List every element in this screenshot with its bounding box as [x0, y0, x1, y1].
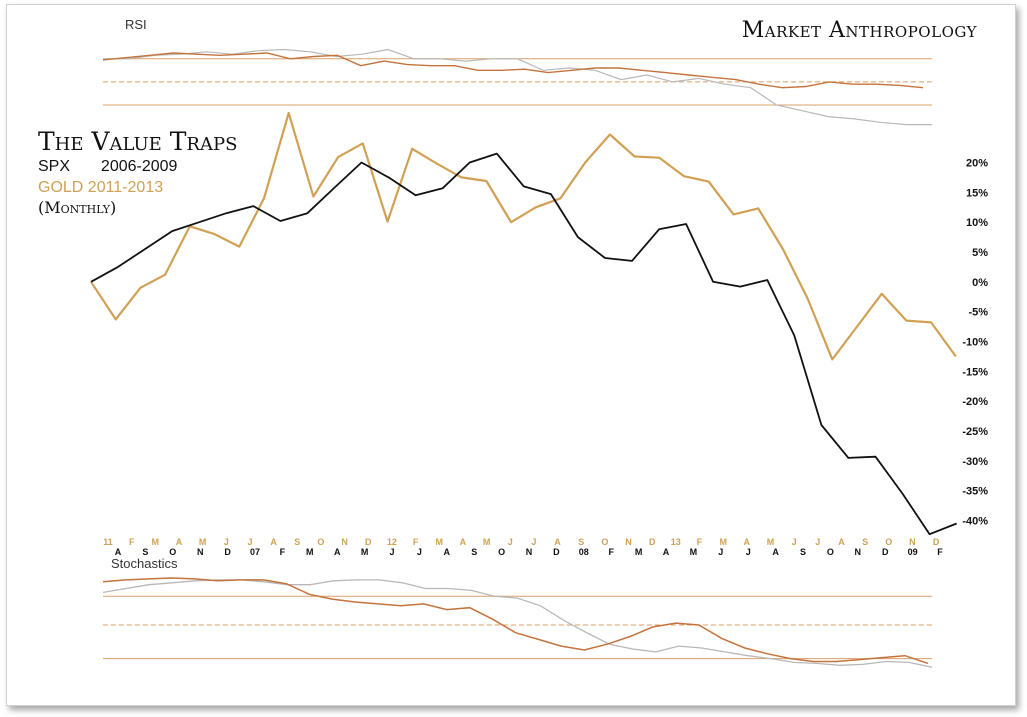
x-tick-label-spx: D	[553, 547, 560, 557]
x-tick-label-spx: N	[197, 547, 204, 557]
title-block: The Value Traps SPX 2006-2009 GOLD 2011-…	[38, 127, 237, 217]
spx-series-line	[90, 152, 957, 536]
x-tick-label-gold: A	[460, 537, 467, 547]
spx-label: SPX 2006-2009	[38, 156, 237, 177]
x-tick-label-gold: J	[531, 537, 536, 547]
y-tick-label: 20%	[966, 158, 988, 170]
x-tick-label-spx: M	[306, 547, 314, 557]
y-tick-label: 0%	[972, 277, 988, 289]
y-tick-label: 5%	[972, 247, 988, 259]
y-tick-label: -5%	[968, 307, 988, 319]
x-tick-label-gold: J	[792, 537, 797, 547]
x-tick-label-spx: J	[389, 547, 394, 557]
x-tick-label-spx: A	[334, 547, 341, 557]
rsi-spx-line	[103, 48, 932, 126]
brand-logo: Market Anthropology	[742, 18, 977, 43]
y-tick-label: -20%	[962, 396, 988, 408]
gold-label: GOLD 2011-2013	[38, 179, 164, 196]
x-tick-label-spx: J	[417, 547, 422, 557]
x-tick-label-gold: A	[176, 537, 183, 547]
x-tick-label-spx: J	[718, 547, 723, 557]
x-tick-label-spx: M	[635, 547, 643, 557]
y-tick-label: 15%	[966, 187, 988, 199]
y-tick-label: -15%	[962, 366, 988, 378]
rsi-label: RSI	[125, 17, 147, 32]
x-tick-label-gold: O	[885, 537, 892, 547]
x-tick-label-gold: J	[247, 537, 252, 547]
x-tick-label-spx: 09	[908, 547, 918, 557]
chart-title: The Value Traps	[38, 127, 238, 156]
x-tick-label-gold: D	[933, 537, 940, 547]
spx-name: SPX	[38, 158, 71, 175]
x-tick-label-spx: A	[115, 547, 122, 557]
x-tick-label-spx: A	[772, 547, 779, 557]
x-tick-label-gold: A	[838, 537, 845, 547]
x-tick-label-gold: O	[317, 537, 324, 547]
x-tick-label-gold: N	[341, 537, 348, 547]
x-tick-label-spx: F	[937, 547, 943, 557]
stoch-gold-line	[102, 577, 929, 665]
x-tick-label-gold: M	[152, 537, 160, 547]
chart-frame: 20% 15% 10% 5% 0% -5% -10% -15% -20% -25% -30% -35%…	[6, 4, 1016, 706]
x-tick-label-spx: O	[498, 547, 505, 557]
x-tick-label-gold: S	[862, 537, 868, 547]
x-tick-label-gold: A	[554, 537, 561, 547]
x-tick-label-gold: M	[767, 537, 775, 547]
rsi-gold-line	[102, 52, 924, 89]
x-tick-label-spx: D	[882, 547, 889, 557]
x-tick-label-gold: M	[483, 537, 491, 547]
y-tick-label: -35%	[962, 486, 988, 498]
y-tick-label: -10%	[962, 337, 988, 349]
x-tick-label-spx: F	[608, 547, 614, 557]
x-tick-label-spx: A	[663, 547, 670, 557]
x-tick-label-gold: N	[909, 537, 916, 547]
x-tick-label-spx: 07	[250, 547, 260, 557]
x-tick-label-spx: 08	[579, 547, 589, 557]
y-tick-label: -30%	[962, 456, 988, 468]
x-tick-label-gold: S	[578, 537, 584, 547]
x-tick-label-gold: 11	[103, 537, 113, 547]
stochastics-label: Stochastics	[111, 556, 178, 571]
x-tick-label-spx: O	[169, 547, 176, 557]
gold-series-line	[90, 111, 957, 361]
chart-canvas: 20% 15% 10% 5% 0% -5% -10% -15% -20% -25% -30% -35%…	[90, 48, 988, 668]
x-tick-label-gold: 13	[671, 537, 681, 547]
x-tick-label-gold: F	[413, 537, 419, 547]
x-tick-label-spx: D	[224, 547, 231, 557]
x-tick-label-spx: A	[444, 547, 451, 557]
x-tick-label-spx: M	[690, 547, 698, 557]
stoch-spx-line	[102, 579, 933, 668]
x-tick-label-gold: J	[508, 537, 513, 547]
x-tick-label-gold: D	[365, 537, 372, 547]
x-tick-label-spx: S	[471, 547, 477, 557]
x-tick-label-gold: D	[649, 537, 656, 547]
x-tick-label-spx: N	[855, 547, 862, 557]
x-tick-label-spx: S	[142, 547, 148, 557]
x-tick-label-gold: 12	[387, 537, 397, 547]
y-tick-label: -40%	[962, 516, 988, 528]
x-tick-label-spx: M	[361, 547, 369, 557]
x-tick-label-spx: F	[280, 547, 286, 557]
x-tick-label-gold: O	[601, 537, 608, 547]
x-tick-label-gold: M	[719, 537, 727, 547]
x-tick-label-gold: F	[697, 537, 703, 547]
x-tick-label-gold: J	[224, 537, 229, 547]
x-tick-label-gold: M	[435, 537, 443, 547]
x-tick-label-spx: N	[526, 547, 533, 557]
x-tick-label-gold: F	[129, 537, 135, 547]
y-tick-label: -25%	[962, 426, 988, 438]
x-tick-label-gold: A	[270, 537, 277, 547]
y-tick-label: 10%	[966, 217, 988, 229]
x-tick-label-spx: S	[800, 547, 806, 557]
period-label: (Monthly)	[38, 198, 117, 217]
x-tick-label-gold: A	[744, 537, 751, 547]
x-tick-label-gold: N	[625, 537, 632, 547]
brand-name: Market Anthropology	[741, 18, 977, 43]
x-tick-label-gold: S	[294, 537, 300, 547]
x-tick-label-spx: J	[746, 547, 751, 557]
x-tick-label-spx: O	[827, 547, 834, 557]
x-tick-label-gold: J	[815, 537, 820, 547]
x-tick-label-gold: M	[199, 537, 207, 547]
spx-years: 2006-2009	[100, 158, 178, 175]
